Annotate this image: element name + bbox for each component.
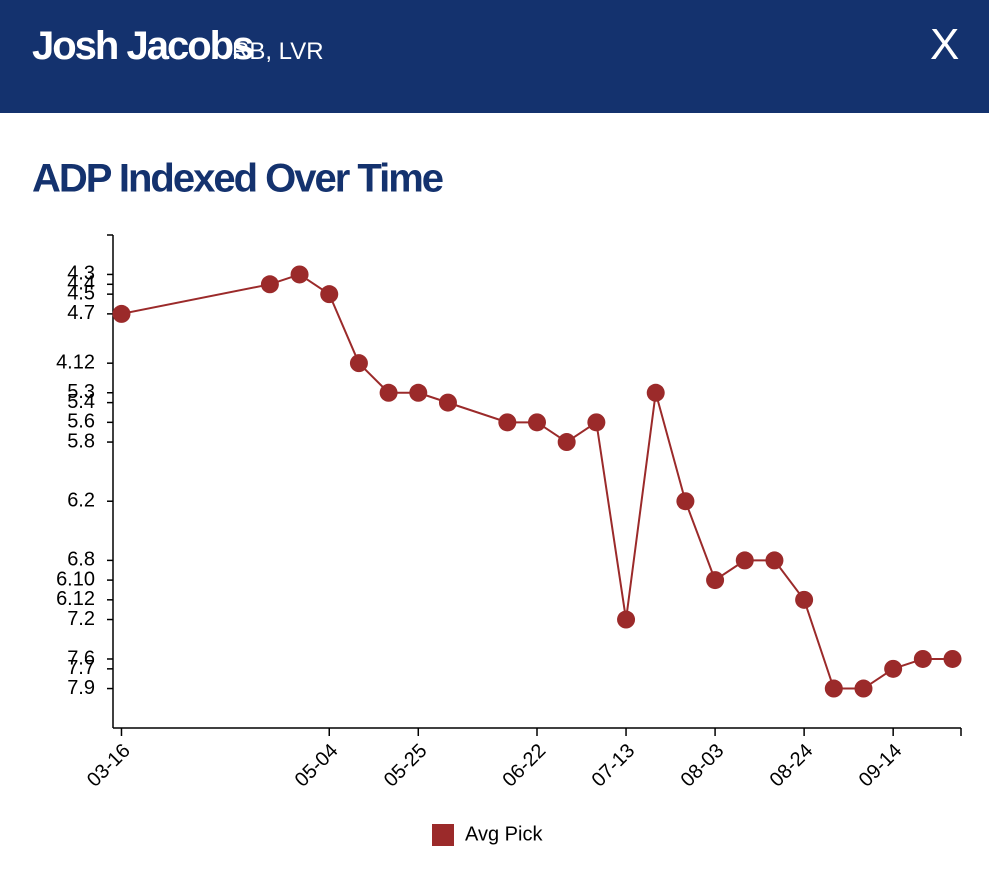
data-point[interactable] xyxy=(617,610,636,629)
y-tick-label: 6.10 xyxy=(56,568,95,590)
y-tick-label: 7.2 xyxy=(67,608,95,630)
y-tick-label: 6.2 xyxy=(67,490,95,512)
x-tick-label: 09-14 xyxy=(855,740,907,792)
y-tick-label: 4.4 xyxy=(67,273,95,295)
x-tick-label: 05-04 xyxy=(291,740,343,792)
data-point[interactable] xyxy=(676,492,695,511)
data-point[interactable] xyxy=(379,383,398,402)
y-tick-label: 7.6 xyxy=(67,647,95,669)
y-tick-label: 4.7 xyxy=(67,302,95,324)
data-point[interactable] xyxy=(349,354,368,373)
data-point[interactable] xyxy=(528,413,546,432)
data-point[interactable] xyxy=(824,679,843,698)
data-point[interactable] xyxy=(438,393,457,412)
data-point[interactable] xyxy=(557,433,576,452)
data-point[interactable] xyxy=(587,413,606,432)
player-position: RB, LVR xyxy=(232,38,324,65)
y-tick-label: 4.5 xyxy=(67,282,95,304)
data-point[interactable] xyxy=(795,590,814,609)
data-point[interactable] xyxy=(498,413,517,432)
data-point[interactable] xyxy=(913,649,932,668)
y-tick-label: 7.7 xyxy=(67,657,95,679)
x-tick-label: 05-25 xyxy=(380,740,432,792)
y-tick-label: 4.12 xyxy=(56,351,95,373)
data-point[interactable] xyxy=(706,571,725,590)
legend-swatch xyxy=(432,824,454,846)
y-tick-label: 5.4 xyxy=(67,391,95,413)
data-point[interactable] xyxy=(646,383,665,402)
y-tick-label: 5.8 xyxy=(67,430,95,452)
data-point[interactable] xyxy=(884,659,903,678)
x-tick-label: 07-13 xyxy=(588,740,640,792)
y-tick-label: 7.9 xyxy=(67,677,95,699)
y-tick-label: 6.8 xyxy=(67,549,95,571)
chart-title: ADP Indexed Over Time xyxy=(32,157,443,201)
y-tick-label: 5.6 xyxy=(67,411,95,433)
x-tick-label: 08-03 xyxy=(677,740,729,792)
y-tick-label: 6.12 xyxy=(56,588,95,610)
data-point[interactable] xyxy=(320,285,339,304)
data-point[interactable] xyxy=(735,551,754,570)
y-tick-label: 4.3 xyxy=(67,263,95,285)
x-tick-label: 03-16 xyxy=(83,740,135,792)
player-name: Josh Jacobs xyxy=(32,24,254,68)
data-point[interactable] xyxy=(112,304,131,323)
x-tick-label: 06-22 xyxy=(499,740,551,792)
series-line xyxy=(121,273,953,690)
header: Josh Jacobs RB, LVR X xyxy=(0,0,989,113)
data-point[interactable] xyxy=(854,679,873,698)
x-tick-label: 08-24 xyxy=(766,740,818,792)
data-point[interactable] xyxy=(943,649,962,668)
data-point[interactable] xyxy=(260,275,279,294)
legend-label: Avg Pick xyxy=(465,823,543,845)
data-point[interactable] xyxy=(765,551,784,570)
data-point[interactable] xyxy=(290,265,309,284)
chart: ADP Indexed Over Time 4.34.44.54.7 4.12 5.… xyxy=(32,157,962,846)
y-tick-label: 5.3 xyxy=(67,381,95,403)
close-button[interactable]: X xyxy=(930,20,960,69)
data-point[interactable] xyxy=(409,383,428,402)
